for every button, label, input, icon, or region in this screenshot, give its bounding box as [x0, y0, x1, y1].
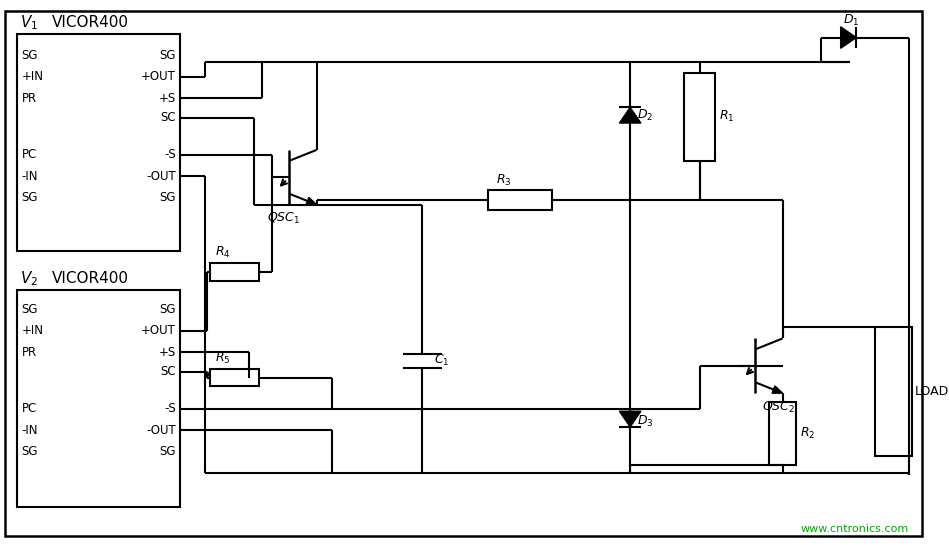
Text: +IN: +IN [22, 324, 44, 337]
Text: VICOR400: VICOR400 [52, 15, 129, 31]
Bar [489, 190, 552, 210]
Text: SG: SG [159, 49, 176, 62]
Text: SG: SG [159, 445, 176, 458]
Bar [769, 402, 796, 465]
Text: $R_5$: $R_5$ [214, 351, 231, 365]
Polygon shape [841, 27, 856, 48]
Polygon shape [620, 107, 641, 123]
Text: $R_1$: $R_1$ [719, 109, 735, 124]
Bar [875, 327, 913, 456]
Text: www.cntronics.com: www.cntronics.com [800, 524, 908, 534]
Bar [17, 34, 179, 251]
Bar [17, 289, 179, 507]
Bar [684, 73, 716, 161]
Text: $V_2$: $V_2$ [20, 270, 38, 288]
Text: SG: SG [22, 302, 38, 316]
Text: SG: SG [22, 191, 38, 204]
Text: SG: SG [159, 191, 176, 204]
Text: +OUT: +OUT [141, 324, 176, 337]
Polygon shape [772, 386, 783, 393]
Text: $D_1$: $D_1$ [843, 13, 860, 27]
Text: SG: SG [159, 302, 176, 316]
Text: $QSC_1$: $QSC_1$ [267, 211, 300, 226]
Text: SG: SG [22, 49, 38, 62]
Text: $V_1$: $V_1$ [20, 14, 38, 32]
Text: -S: -S [164, 402, 176, 415]
Text: PC: PC [22, 402, 37, 415]
Text: -IN: -IN [22, 424, 38, 437]
Text: PR: PR [22, 92, 37, 104]
Text: -OUT: -OUT [146, 424, 176, 437]
Text: +S: +S [158, 346, 176, 359]
Text: $C_1$: $C_1$ [434, 353, 449, 369]
Text: SG: SG [22, 445, 38, 458]
Text: -IN: -IN [22, 170, 38, 183]
Text: PR: PR [22, 346, 37, 359]
Text: +S: +S [158, 92, 176, 104]
Text: $D_3$: $D_3$ [637, 414, 654, 429]
Text: $QSC_2$: $QSC_2$ [762, 400, 795, 415]
Text: SC: SC [160, 365, 176, 378]
Text: LOAD: LOAD [915, 385, 949, 398]
Bar [210, 263, 259, 281]
Text: $D_2$: $D_2$ [637, 108, 653, 123]
Text: PC: PC [22, 148, 37, 161]
Text: -S: -S [164, 148, 176, 161]
Text: -OUT: -OUT [146, 170, 176, 183]
Text: $R_2$: $R_2$ [800, 426, 815, 441]
Text: VICOR400: VICOR400 [52, 271, 129, 287]
Bar [210, 369, 259, 386]
Text: +OUT: +OUT [141, 70, 176, 83]
Polygon shape [306, 197, 317, 205]
Text: $R_4$: $R_4$ [214, 245, 231, 260]
Text: $R_3$: $R_3$ [496, 173, 512, 188]
Text: SC: SC [160, 111, 176, 124]
Text: +IN: +IN [22, 70, 44, 83]
Polygon shape [620, 411, 641, 427]
